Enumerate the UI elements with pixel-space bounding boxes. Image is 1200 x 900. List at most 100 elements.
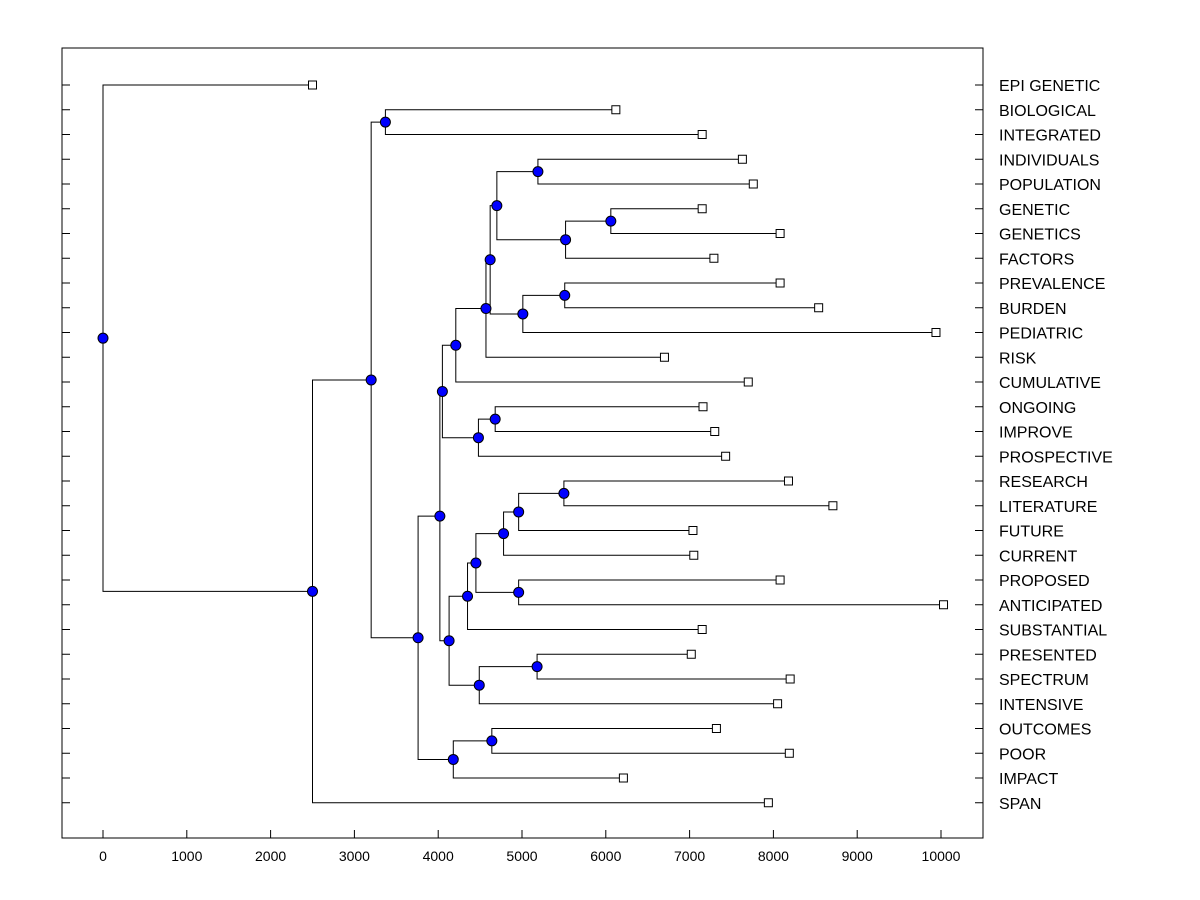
- link-n16: [503, 511, 694, 556]
- node-marker-n17: [513, 586, 525, 598]
- leaf-label-burden: BURDEN: [999, 301, 1067, 318]
- leaf-marker-research: [783, 476, 793, 486]
- node-marker-n20: [531, 661, 543, 673]
- link-n3: [537, 158, 754, 185]
- leaf-label-future: FUTURE: [999, 524, 1064, 541]
- left-tick-marks: [62, 84, 70, 804]
- leaf-label-risk: RISK: [999, 350, 1037, 367]
- leaf-label-biological: BIOLOGICAL: [999, 103, 1096, 120]
- leaf-marker-prospective: [721, 451, 731, 461]
- link-n27: [370, 121, 419, 639]
- leaf-label-span: SPAN: [999, 796, 1041, 813]
- x-tick-label: 8000: [758, 848, 789, 864]
- link-n2: [565, 220, 714, 259]
- link-n21: [478, 666, 778, 705]
- x-tick-label: 2000: [255, 848, 286, 864]
- node-marker-n4: [491, 200, 503, 212]
- leaf-label-integrated: INTEGRATED: [999, 128, 1101, 145]
- leaf-marker-intensive: [773, 699, 783, 709]
- leaf-label-ongoing: ONGOING: [999, 400, 1076, 417]
- leaf-marker-cumulative: [743, 377, 753, 387]
- link-n11: [477, 418, 726, 457]
- x-tick-label: 6000: [590, 848, 621, 864]
- link-n13: [384, 109, 703, 135]
- node-marker-n22: [443, 635, 455, 647]
- node-marker-n9: [450, 339, 462, 351]
- leaf-marker-population: [748, 179, 758, 189]
- leaf-label-pediatric: PEDIATRIC: [999, 326, 1083, 343]
- leaf-marker-pediatric: [931, 328, 941, 337]
- node-marker-n3: [532, 166, 544, 178]
- leaf-label-population: POPULATION: [999, 177, 1101, 194]
- link-n18: [475, 533, 519, 593]
- node-marker-n25: [447, 753, 459, 765]
- node-marker-n14: [558, 487, 570, 499]
- leaf-label-genetics: GENETICS: [999, 227, 1081, 244]
- leaf-label-genetic: GENETIC: [999, 202, 1070, 219]
- x-tick-label: 4000: [423, 848, 454, 864]
- leaf-label-epi-genetic: EPI GENETIC: [999, 78, 1100, 95]
- x-tick-label: 5000: [506, 848, 537, 864]
- node-marker-n12: [436, 385, 448, 397]
- node-marker-n11: [472, 432, 484, 444]
- leaf-marker-spectrum: [785, 674, 795, 684]
- leaf-marker-burden: [814, 303, 824, 313]
- leaf-marker-current: [689, 550, 699, 560]
- leaf-marker-prevalence: [775, 278, 785, 288]
- leaf-label-improve: IMPROVE: [999, 425, 1073, 442]
- x-tick-label: 0: [99, 848, 107, 864]
- leaf-marker-future: [688, 526, 698, 535]
- leaf-label-factors: FACTORS: [999, 251, 1074, 268]
- node-marker-n8: [480, 303, 492, 315]
- node-marker-n26: [412, 632, 424, 644]
- leaf-label-spectrum: SPECTRUM: [999, 672, 1089, 689]
- node-marker-n10: [489, 413, 501, 425]
- leaf-label-prevalence: PREVALENCE: [999, 276, 1105, 293]
- node-marker-n27: [365, 374, 377, 386]
- link-n1: [610, 208, 781, 234]
- link-n17: [518, 579, 944, 606]
- leaf-marker-poor: [784, 748, 794, 758]
- leaf-label-poor: POOR: [999, 746, 1046, 763]
- node-marker-n2: [560, 234, 572, 246]
- link-n28: [312, 379, 769, 804]
- leaf-label-presented: PRESENTED: [999, 647, 1097, 664]
- node-marker-n21: [473, 679, 485, 691]
- plot-frame: [61, 47, 984, 839]
- node-marker-n16: [498, 528, 510, 540]
- node-marker-n29: [97, 332, 109, 344]
- node-marker-n18: [470, 557, 482, 569]
- node-marker-n24: [486, 735, 498, 747]
- link-n9: [455, 308, 749, 383]
- leaf-marker-presented: [686, 649, 696, 659]
- link-n19: [467, 562, 703, 630]
- leaf-marker-genetics: [775, 229, 785, 238]
- leaf-label-individuals: INDIVIDUALS: [999, 152, 1099, 169]
- leaf-marker-improve: [710, 427, 720, 436]
- leaf-label-literature: LITERATURE: [999, 499, 1097, 516]
- link-n6: [522, 294, 936, 333]
- leaf-label-prospective: PROSPECTIVE: [999, 449, 1113, 466]
- node-marker-n5: [559, 289, 571, 301]
- leaf-marker-genetic: [697, 204, 707, 214]
- node-marker-n28: [307, 585, 318, 597]
- x-axis: 0 1000 2000 3000 4000 5000 6000 7000 8000 9000 100…: [99, 830, 961, 864]
- node-marker-n7: [484, 254, 496, 266]
- leaf-marker-proposed: [775, 575, 785, 585]
- link-n8: [485, 259, 665, 358]
- x-tick-label: 9000: [842, 848, 873, 864]
- right-tick-marks: [975, 84, 983, 804]
- x-tick-label: 7000: [674, 848, 705, 864]
- leaf-label-proposed: PROPOSED: [999, 573, 1090, 590]
- x-tick-label: 1000: [171, 848, 202, 864]
- x-tick-label: 3000: [339, 848, 370, 864]
- leaf-marker-impact: [618, 773, 628, 783]
- leaf-labels: EPI GENETIC BIOLOGICAL INTEGRATED INDIVIDUA…: [999, 78, 1113, 813]
- leaf-marker-substantial: [697, 625, 707, 634]
- leaf-marker-factors: [709, 253, 719, 263]
- leaf-label-impact: IMPACT: [999, 771, 1058, 788]
- leaf-label-current: CURRENT: [999, 548, 1077, 565]
- node-marker-n23: [434, 510, 446, 522]
- leaf-marker-risk: [659, 352, 669, 362]
